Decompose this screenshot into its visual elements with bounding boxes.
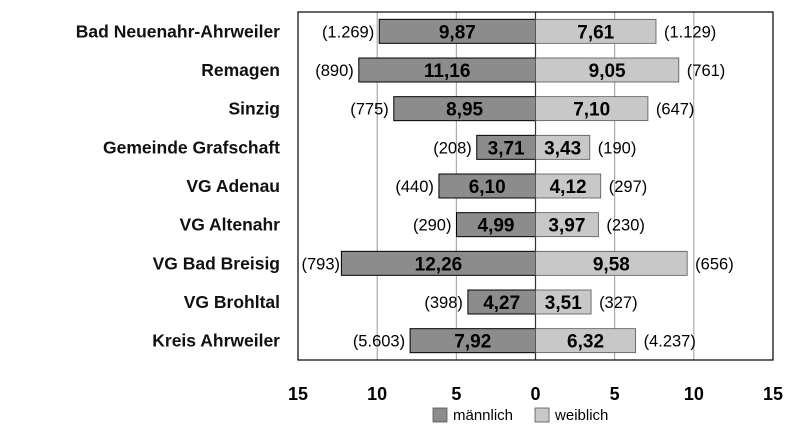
category-label: VG Brohltal [184, 292, 280, 312]
bar-maennlich [467, 289, 536, 315]
count-label-maennlich: (793) [301, 255, 340, 273]
data-label-maennlich: 6,10 [469, 177, 506, 198]
legend-swatch [432, 407, 448, 423]
data-label-weiblich: 3,43 [544, 138, 581, 159]
data-label-weiblich: 3,51 [545, 293, 582, 314]
bar-maennlich [340, 250, 536, 276]
count-label-maennlich: (890) [315, 62, 354, 80]
legend-label: männlich [453, 407, 513, 424]
count-label-weiblich: (297) [609, 178, 648, 196]
category-label: VG Bad Breisig [153, 253, 280, 273]
x-tick-label: 0 [530, 384, 540, 404]
legend-label: weiblich [554, 407, 608, 424]
count-label-weiblich: (4.237) [644, 333, 696, 351]
bar-weiblich [535, 57, 680, 83]
bar-weiblich [535, 289, 592, 315]
data-label-maennlich: 4,27 [483, 293, 520, 314]
category-labels: Bad Neuenahr-Ahrweiler Remagen Sinzig Gemei… [76, 21, 280, 350]
count-label-weiblich: (647) [656, 101, 695, 119]
bar-weiblich [535, 328, 636, 354]
legend-swatch [534, 407, 550, 423]
x-axis-ticks: 15 10 5 0 5 10 15 [288, 384, 783, 404]
data-label-weiblich: 9,05 [589, 61, 626, 82]
category-label: Remagen [201, 60, 280, 80]
count-label-maennlich: (775) [350, 101, 389, 119]
count-label-weiblich: (761) [687, 62, 726, 80]
bar-maennlich [409, 328, 537, 354]
bar-maennlich [378, 18, 536, 44]
count-label-maennlich: (1.269) [322, 23, 374, 41]
bar-weiblich [535, 212, 599, 238]
bar-maennlich [476, 134, 536, 160]
category-label: Sinzig [228, 99, 280, 119]
count-label-maennlich: (208) [433, 139, 472, 157]
data-label-maennlich: 11,16 [424, 61, 471, 82]
bar-maennlich [393, 96, 536, 122]
x-tick-label: 15 [288, 384, 308, 404]
x-tick-label: 5 [451, 384, 461, 404]
legend: männlich weiblich [432, 407, 608, 424]
data-label-weiblich: 9,58 [593, 254, 630, 275]
data-label-maennlich: 4,99 [478, 216, 515, 237]
bar-weiblich [535, 134, 591, 160]
bar-maennlich [438, 173, 536, 199]
bar-maennlich [358, 57, 536, 83]
x-tick-label: 10 [684, 384, 704, 404]
bar-maennlich [455, 212, 536, 238]
data-label-maennlich: 9,87 [439, 22, 476, 43]
data-label-maennlich: 8,95 [446, 100, 483, 121]
count-label-maennlich: (440) [395, 178, 434, 196]
count-label-weiblich: (327) [599, 294, 638, 312]
count-label-weiblich: (230) [606, 217, 645, 235]
data-label-weiblich: 3,97 [548, 216, 585, 237]
bar-weiblich [535, 173, 602, 199]
category-label: VG Adenau [186, 176, 280, 196]
x-tick-label: 10 [367, 384, 387, 404]
data-label-maennlich: 7,92 [454, 332, 491, 353]
data-label-maennlich: 3,71 [488, 138, 525, 159]
data-label-weiblich: 4,12 [550, 177, 587, 198]
count-label-weiblich: (1.129) [664, 23, 716, 41]
count-label-weiblich: (190) [598, 139, 637, 157]
count-label-maennlich: (5.603) [353, 333, 405, 351]
bars: 9,87 7,61 (1.269) (1.129) 11,16 9,05 (890) (761… [301, 18, 734, 354]
plot-frame [297, 11, 774, 361]
bar-weiblich [535, 96, 649, 122]
data-label-weiblich: 6,32 [567, 332, 604, 353]
category-label: VG Altenahr [180, 215, 281, 235]
x-tick-label: 15 [763, 384, 783, 404]
bar-weiblich [535, 250, 688, 276]
category-label: Gemeinde Grafschaft [103, 137, 280, 157]
x-tick-label: 5 [610, 384, 620, 404]
count-label-weiblich: (656) [695, 255, 734, 273]
count-label-maennlich: (290) [413, 217, 452, 235]
count-label-maennlich: (398) [424, 294, 463, 312]
category-label: Kreis Ahrweiler [152, 331, 280, 351]
category-label: Bad Neuenahr-Ahrweiler [76, 21, 280, 41]
data-label-weiblich: 7,61 [577, 22, 614, 43]
bar-weiblich [535, 18, 657, 44]
data-label-maennlich: 12,26 [415, 254, 463, 275]
data-label-weiblich: 7,10 [573, 100, 610, 121]
